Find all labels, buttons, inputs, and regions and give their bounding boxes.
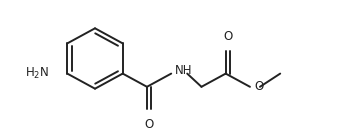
Text: O: O <box>223 30 232 43</box>
Text: O: O <box>144 118 153 131</box>
Text: NH: NH <box>175 64 193 77</box>
Text: O: O <box>254 80 263 93</box>
Text: H$_2$N: H$_2$N <box>25 66 49 81</box>
